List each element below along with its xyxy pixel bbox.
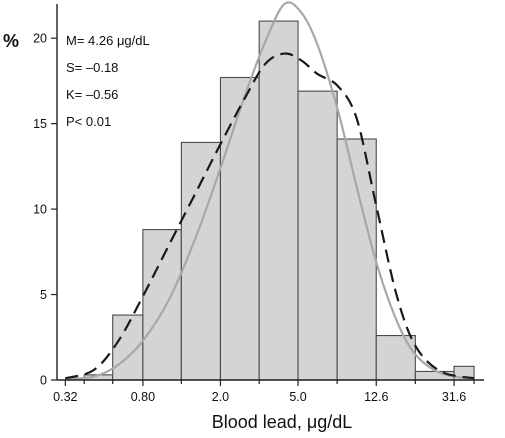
density-curves <box>65 1 475 381</box>
histogram-bar <box>258 20 299 381</box>
stats-annotations: M= 4.26 μg/dL S= –0.18 K= –0.56 P< 0.01 <box>66 33 150 129</box>
x-tick-label: 12.6 <box>364 390 388 404</box>
y-tick-label: 20 <box>33 32 47 46</box>
y-tick-label: 0 <box>40 374 47 388</box>
x-tick-label: 31.6 <box>442 390 466 404</box>
y-axis-unit-label: % <box>3 31 19 51</box>
x-tick-label: 0.32 <box>53 390 77 404</box>
stat-skewness: S= –0.18 <box>66 60 118 75</box>
y-tick-label: 15 <box>33 117 47 131</box>
stat-p-value: P< 0.01 <box>66 114 111 129</box>
histogram-bar <box>219 76 260 381</box>
x-tick-label: 2.0 <box>212 390 229 404</box>
histogram-bar <box>375 335 416 381</box>
kernel-density-curve <box>65 52 475 380</box>
histogram-bar <box>297 90 338 381</box>
axes: 0 5 10 15 20 0.32 0.80 2.0 5.0 12.6 31.6 <box>33 4 484 404</box>
y-tick-label: 5 <box>40 288 47 302</box>
stat-mean: M= 4.26 μg/dL <box>66 33 150 48</box>
y-tick-label: 10 <box>33 203 47 217</box>
histogram-bar <box>142 229 182 381</box>
histogram-bars <box>83 20 475 381</box>
x-tick-label: 0.80 <box>131 390 155 404</box>
x-axis-title: Blood lead, μg/dL <box>212 412 352 432</box>
stat-kurtosis: K= –0.56 <box>66 87 118 102</box>
x-tick-label: 5.0 <box>289 390 306 404</box>
normal-fit-curve <box>65 1 475 381</box>
